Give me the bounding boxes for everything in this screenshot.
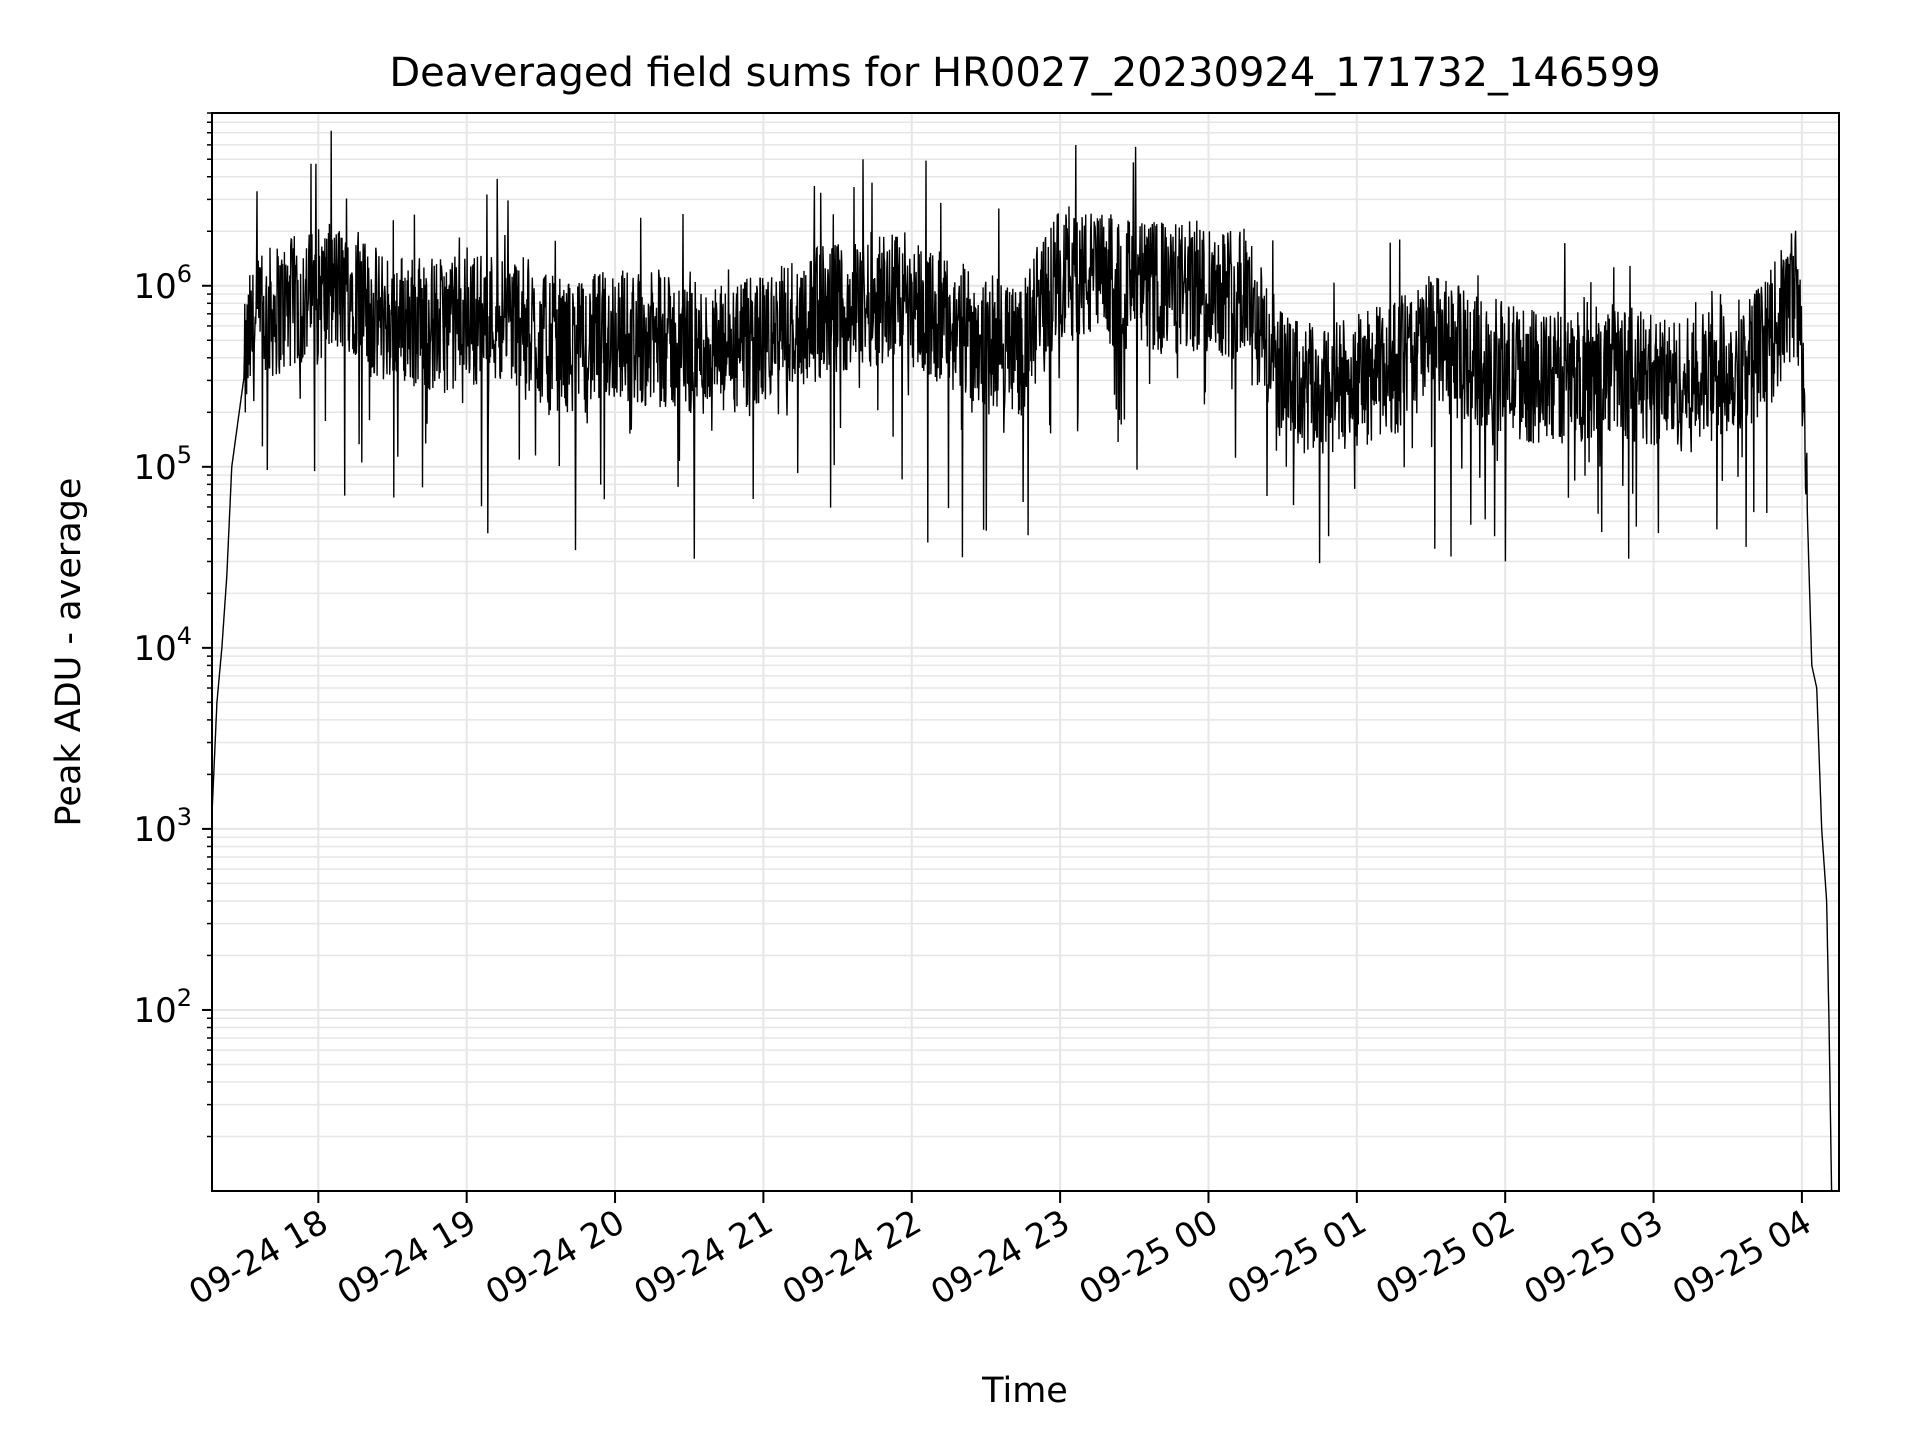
x-tick-label: 09-25 00: [1073, 1202, 1225, 1313]
x-tick-label: 09-24 19: [331, 1202, 483, 1313]
x-tick-label: 09-24 18: [182, 1202, 334, 1313]
x-tick-label: 09-25 02: [1369, 1202, 1521, 1313]
y-axis-ticks: 102 103 104 105 106: [133, 112, 212, 1138]
grid-lines: [212, 112, 1839, 1191]
series-layer: [211, 130, 1833, 1192]
chart-title: Deaveraged field sums for HR0027_2023092…: [389, 50, 1660, 96]
y-axis-label: Peak ADU - average: [49, 478, 89, 827]
y-tick-label: 105: [133, 441, 192, 488]
x-tick-label: 09-24 23: [924, 1202, 1076, 1313]
y-tick-label: 104: [133, 622, 192, 669]
y-tick-label: 106: [133, 260, 192, 307]
plot-frame: [211, 112, 1840, 1192]
x-tick-label: 09-24 22: [776, 1202, 928, 1313]
x-tick-label: 09-25 01: [1221, 1202, 1373, 1313]
x-tick-label: 09-24 20: [479, 1202, 631, 1313]
series-line: [211, 130, 1833, 1192]
x-tick-label: 09-25 04: [1666, 1202, 1818, 1313]
x-tick-label: 09-25 03: [1518, 1202, 1670, 1313]
x-tick-label: 09-24 21: [628, 1202, 780, 1313]
x-axis-label: Time: [981, 1371, 1068, 1411]
y-tick-label: 102: [133, 984, 192, 1031]
y-tick-label: 103: [133, 803, 192, 850]
